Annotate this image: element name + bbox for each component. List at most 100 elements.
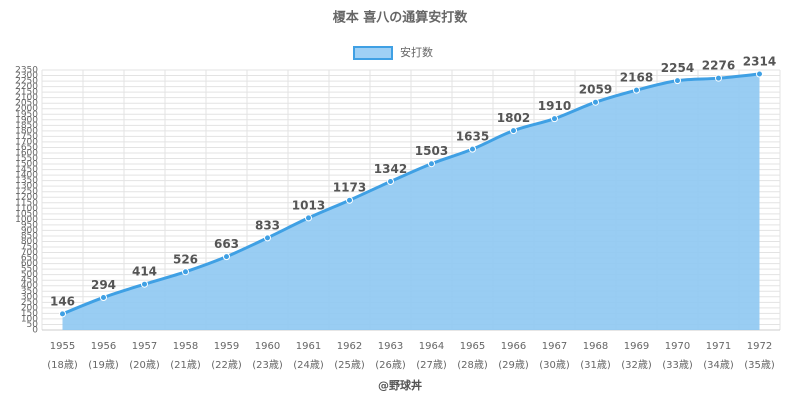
point bbox=[182, 268, 189, 276]
value-label: 1910 bbox=[538, 99, 571, 113]
y-tick-label: 1000 bbox=[15, 215, 38, 225]
x-tick-sublabel: (33歳) bbox=[662, 359, 693, 371]
y-tick-label: 1600 bbox=[15, 148, 38, 158]
x-tick-sublabel: (26歳) bbox=[375, 359, 406, 371]
legend-label: 安打数 bbox=[400, 45, 433, 59]
credit: @野球丼 bbox=[378, 378, 422, 392]
value-label: 294 bbox=[91, 278, 116, 292]
x-tick-sublabel: (25歳) bbox=[334, 359, 365, 371]
y-tick-label: 800 bbox=[21, 237, 38, 247]
y-tick-label: 1550 bbox=[15, 154, 38, 164]
value-label: 146 bbox=[50, 294, 75, 308]
point bbox=[59, 310, 66, 318]
x-tick-label: 1960 bbox=[255, 341, 280, 352]
point bbox=[305, 214, 312, 222]
value-label: 1802 bbox=[497, 111, 530, 125]
y-tick-label: 150 bbox=[21, 309, 38, 319]
point bbox=[510, 127, 517, 135]
x-tick-sublabel: (27歳) bbox=[416, 359, 447, 371]
y-tick-label: 500 bbox=[21, 270, 38, 280]
area bbox=[62, 73, 760, 331]
x-tick-label: 1961 bbox=[296, 341, 321, 352]
y-tick-label: 900 bbox=[21, 226, 38, 236]
value-label: 2168 bbox=[620, 71, 653, 85]
y-tick-label: 200 bbox=[21, 303, 38, 313]
x-tick-sublabel: (31歳) bbox=[580, 359, 611, 371]
x-tick-label: 1970 bbox=[665, 341, 690, 352]
y-tick-label: 1100 bbox=[15, 204, 38, 214]
x-tick-label: 1965 bbox=[460, 341, 485, 352]
point bbox=[141, 280, 148, 288]
y-tick-label: 2350 bbox=[15, 66, 38, 76]
y-tick-label: 450 bbox=[21, 276, 38, 286]
y-tick-label: 2250 bbox=[15, 77, 38, 87]
y-tick-label: 400 bbox=[21, 281, 38, 291]
value-label: 1635 bbox=[456, 130, 489, 144]
value-label: 1173 bbox=[333, 181, 366, 195]
x-tick-sublabel: (30歳) bbox=[539, 359, 570, 371]
value-label: 663 bbox=[214, 237, 239, 251]
point bbox=[756, 70, 763, 78]
x-tick-label: 1957 bbox=[132, 341, 157, 352]
point bbox=[592, 98, 599, 106]
y-tick-label: 2200 bbox=[15, 82, 38, 92]
value-label: 1013 bbox=[292, 198, 325, 212]
x-tick-label: 1959 bbox=[214, 341, 239, 352]
x-tick-sublabel: (18歳) bbox=[47, 359, 78, 371]
point bbox=[387, 178, 394, 186]
x-tick-label: 1968 bbox=[583, 341, 608, 352]
x-tick-sublabel: (20歳) bbox=[129, 359, 160, 371]
value-label: 2254 bbox=[661, 61, 694, 75]
point bbox=[633, 86, 640, 94]
y-tick-label: 50 bbox=[27, 320, 39, 330]
y-tick-label: 1400 bbox=[15, 171, 38, 181]
y-tick-label: 550 bbox=[21, 265, 38, 275]
y-tick-label: 1750 bbox=[15, 132, 38, 142]
point bbox=[223, 253, 230, 261]
point bbox=[551, 115, 558, 123]
legend-swatch bbox=[353, 46, 393, 60]
value-label: 2314 bbox=[743, 54, 776, 68]
value-label: 2059 bbox=[579, 83, 612, 97]
value-label: 2276 bbox=[702, 59, 735, 73]
point bbox=[674, 77, 681, 85]
value-label: 1503 bbox=[415, 144, 448, 158]
y-tick-label: 1050 bbox=[15, 209, 38, 219]
y-tick-label: 100 bbox=[21, 314, 38, 324]
x-tick-label: 1969 bbox=[624, 341, 649, 352]
x-tick-sublabel: (21歳) bbox=[170, 359, 201, 371]
x-tick-sublabel: (28歳) bbox=[457, 359, 488, 371]
y-tick-label: 1950 bbox=[15, 110, 38, 120]
y-tick-label: 1350 bbox=[15, 176, 38, 186]
x-tick-label: 1967 bbox=[542, 341, 567, 352]
y-tick-label: 300 bbox=[21, 292, 38, 302]
y-tick-label: 650 bbox=[21, 254, 38, 264]
y-tick-label: 750 bbox=[21, 243, 38, 253]
point bbox=[428, 160, 435, 168]
x-tick-sublabel: (23歳) bbox=[252, 359, 283, 371]
x-tick-sublabel: (19歳) bbox=[88, 359, 119, 371]
value-label: 1342 bbox=[374, 162, 407, 176]
point bbox=[715, 74, 722, 82]
x-tick-sublabel: (22歳) bbox=[211, 359, 242, 371]
x-tick-label: 1958 bbox=[173, 341, 198, 352]
y-tick-label: 2300 bbox=[15, 71, 38, 81]
x-tick-sublabel: (35歳) bbox=[744, 359, 775, 371]
y-tick-label: 1150 bbox=[15, 198, 38, 208]
x-tick-sublabel: (34歳) bbox=[703, 359, 734, 371]
y-tick-label: 1650 bbox=[15, 143, 38, 153]
y-tick-label: 600 bbox=[21, 259, 38, 269]
y-tick-label: 850 bbox=[21, 231, 38, 241]
point bbox=[264, 234, 271, 242]
value-label: 526 bbox=[173, 252, 198, 266]
y-tick-label: 2150 bbox=[15, 88, 38, 98]
y-tick-label: 1250 bbox=[15, 187, 38, 197]
x-tick-sublabel: (24歳) bbox=[293, 359, 324, 371]
point bbox=[469, 145, 476, 153]
y-tick-label: 2100 bbox=[15, 93, 38, 103]
x-tick-label: 1964 bbox=[419, 341, 444, 352]
y-tick-label: 1450 bbox=[15, 165, 38, 175]
y-tick-label: 700 bbox=[21, 248, 38, 258]
x-tick-label: 1972 bbox=[747, 341, 772, 352]
